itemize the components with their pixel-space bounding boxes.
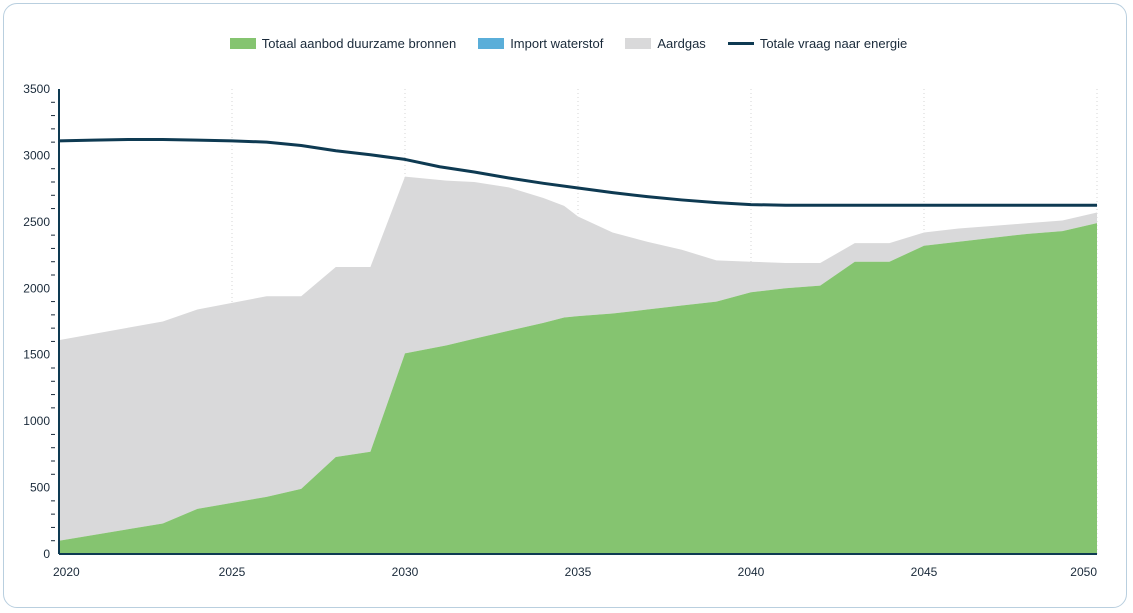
y-tick-label-0: 0 [43,547,50,561]
legend-item-duurzaam: Totaal aanbod duurzame bronnen [226,36,456,51]
y-tick-label-1500: 1500 [23,348,50,362]
line-totale-vraag [58,137,1097,207]
legend-label-vraag: Totale vraag naar energie [759,36,908,51]
y-tick-label-1000: 1000 [23,414,50,428]
legend-item-vraag: Totale vraag naar energie [724,36,907,51]
y-tick-label-2000: 2000 [23,281,50,295]
legend: Totaal aanbod duurzame bronnen Import wa… [0,36,1133,51]
legend-item-aardgas: Aardgas [621,36,706,51]
legend-label-waterstof: Import waterstof [510,36,604,51]
legend-swatch-duurzaam [229,38,256,49]
x-tick-label-2020: 2020 [53,565,80,579]
x-tick-label-2025: 2025 [219,565,246,579]
y-tick-label-500: 500 [30,481,50,495]
legend-swatch-vraag [727,42,754,45]
x-tick-label-2040: 2040 [738,565,765,579]
legend-label-aardgas: Aardgas [657,36,706,51]
legend-swatch-waterstof [478,38,505,49]
y-tick-label-3000: 3000 [23,148,50,162]
x-tick-label-2045: 2045 [911,565,938,579]
legend-swatch-aardgas [625,38,652,49]
legend-item-waterstof: Import waterstof [474,36,603,51]
y-tick-label-3500: 3500 [23,82,50,96]
area-totaal-aanbod-duurzame-bronnen [59,223,1097,554]
y-tick-label-2500: 2500 [23,215,50,229]
x-tick-label-2035: 2035 [565,565,592,579]
area-aardgas [59,176,1097,541]
x-tick-label-2050: 2050 [1070,565,1097,579]
legend-label-duurzaam: Totaal aanbod duurzame bronnen [261,36,457,51]
x-tick-label-2030: 2030 [392,565,419,579]
